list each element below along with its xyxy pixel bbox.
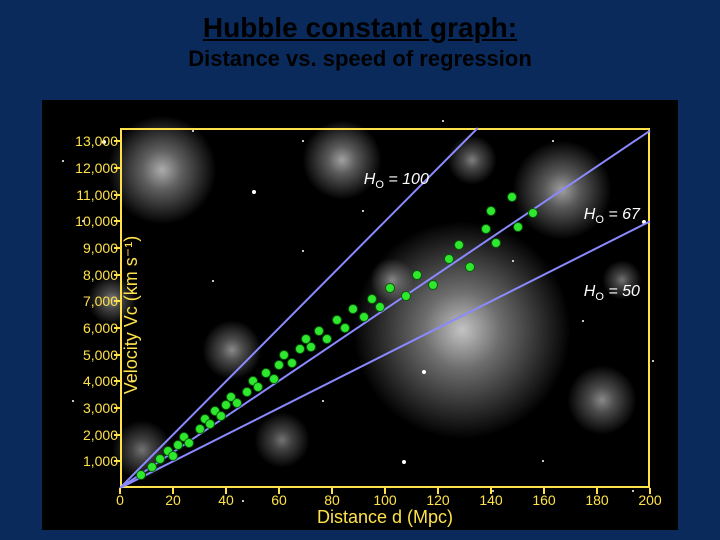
data-point [359,312,369,322]
x-tick-label: 180 [585,492,608,508]
y-tick [114,354,120,356]
x-axis-label: Distance d (Mpc) [120,507,650,528]
data-point [216,411,226,421]
data-point [155,454,165,464]
x-tick-label: 80 [324,492,340,508]
data-point [168,451,178,461]
x-tick [331,488,333,494]
y-tick-label: 13,000 [58,133,118,149]
background-star [442,120,444,122]
data-point [242,387,252,397]
y-tick [114,167,120,169]
data-point [486,206,496,216]
y-tick-label: 6,000 [58,320,118,336]
y-tick [114,247,120,249]
y-tick [114,380,120,382]
x-tick [278,488,280,494]
y-tick [114,460,120,462]
title-block: Hubble constant graph: Distance vs. spee… [0,12,720,72]
x-tick-label: 20 [165,492,181,508]
background-star [242,500,244,502]
data-point [295,344,305,354]
x-tick-label: 140 [479,492,502,508]
line-annotation: HO = 50 [584,283,640,303]
data-point [428,280,438,290]
background-star [632,490,634,492]
data-point [481,224,491,234]
x-tick [437,488,439,494]
y-tick [114,194,120,196]
y-tick-label: 12,000 [58,160,118,176]
data-point [444,254,454,264]
x-tick-label: 60 [271,492,287,508]
data-point [205,419,215,429]
data-point [232,398,242,408]
data-point [454,240,464,250]
data-point [348,304,358,314]
data-point [147,462,157,472]
slide-subtitle: Distance vs. speed of regression [0,46,720,72]
y-tick-label: 11,000 [58,187,118,203]
y-axis-label: Velocity Vc (km s⁻¹) [121,236,142,395]
x-tick [596,488,598,494]
data-point [253,382,263,392]
x-tick [225,488,227,494]
y-tick-label: 10,000 [58,213,118,229]
data-point [136,470,146,480]
data-point [528,208,538,218]
data-point [306,342,316,352]
y-tick [114,300,120,302]
x-tick-label: 100 [373,492,396,508]
y-tick-label: 9,000 [58,240,118,256]
y-tick-label: 8,000 [58,267,118,283]
data-point [322,334,332,344]
y-tick [114,327,120,329]
x-tick [384,488,386,494]
x-tick-label: 200 [638,492,661,508]
x-tick [490,488,492,494]
slide-title: Hubble constant graph: [0,12,720,44]
x-tick [172,488,174,494]
data-point [274,360,284,370]
line-annotation: HO = 67 [584,206,640,226]
y-tick-label: 3,000 [58,400,118,416]
data-point [513,222,523,232]
background-star [652,360,654,362]
y-tick [114,220,120,222]
data-point [375,302,385,312]
x-tick-label: 120 [426,492,449,508]
data-point [385,283,395,293]
y-tick-label: 7,000 [58,293,118,309]
y-tick [114,140,120,142]
data-point [184,438,194,448]
data-point [269,374,279,384]
y-tick [114,274,120,276]
x-tick [543,488,545,494]
x-tick-label: 40 [218,492,234,508]
x-tick [119,488,121,494]
data-point [491,238,501,248]
data-point [287,358,297,368]
y-tick-label: 1,000 [58,453,118,469]
y-tick-label: 4,000 [58,373,118,389]
x-tick-label: 160 [532,492,555,508]
y-tick-label: 5,000 [58,347,118,363]
data-point [412,270,422,280]
x-tick-label: 0 [116,492,124,508]
data-point [465,262,475,272]
x-tick [649,488,651,494]
data-point [340,323,350,333]
y-tick [114,434,120,436]
y-tick [114,407,120,409]
y-tick-label: 2,000 [58,427,118,443]
data-point [401,291,411,301]
data-point [195,424,205,434]
line-annotation: HO = 100 [364,171,429,191]
hubble-chart: Velocity Vc (km s⁻¹) Distance d (Mpc) 1,… [42,100,678,530]
data-point [507,192,517,202]
